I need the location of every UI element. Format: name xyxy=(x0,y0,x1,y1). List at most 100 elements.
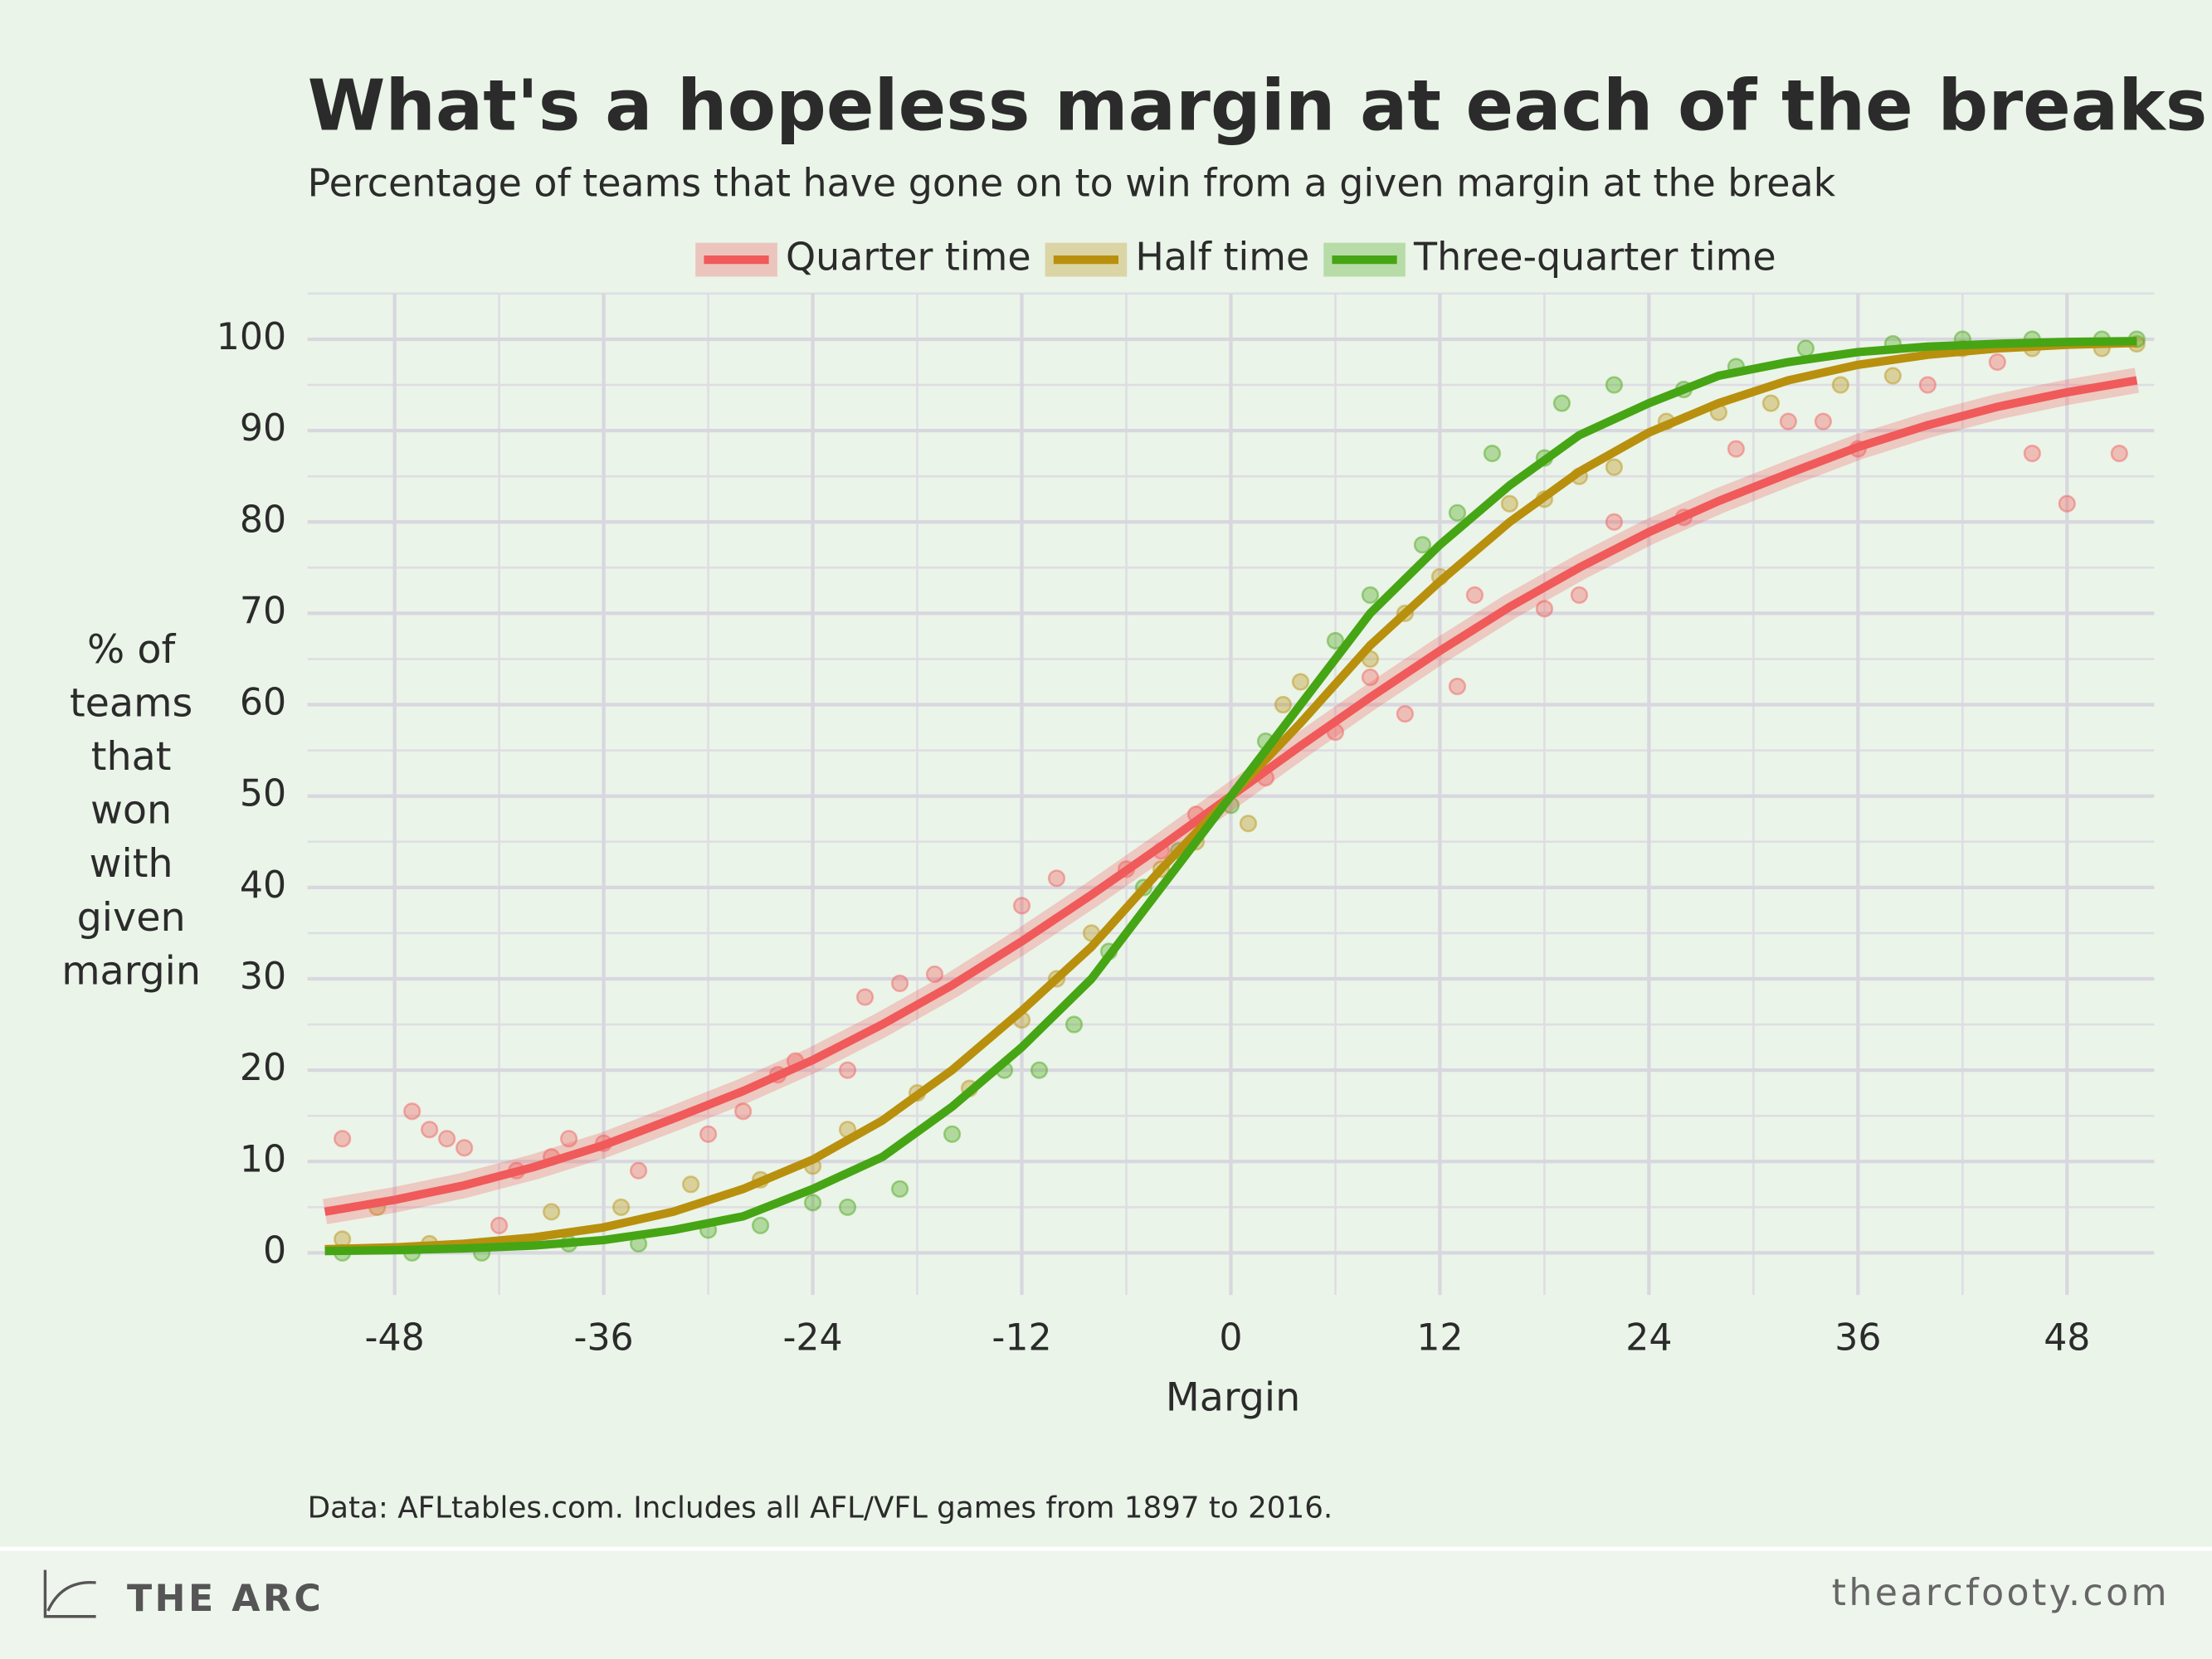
x-axis-label: Margin xyxy=(1166,1375,1301,1421)
chart-title: What's a hopeless margin at each of the … xyxy=(308,66,2212,148)
scatter-point xyxy=(1361,586,1380,605)
scatter-point xyxy=(1326,631,1345,650)
y-tick-label: 30 xyxy=(240,956,286,998)
source-note: Data: AFLtables.com. Includes all AFL/VF… xyxy=(308,1491,1333,1525)
y-axis-label: with xyxy=(90,841,173,887)
scatter-point xyxy=(629,1161,648,1180)
scatter-point xyxy=(1361,668,1380,687)
y-tick-label: 40 xyxy=(240,864,286,907)
scatter-point xyxy=(455,1139,474,1157)
y-axis-label: won xyxy=(90,788,172,834)
scatter-point xyxy=(943,1125,962,1143)
scatter-point xyxy=(1065,1015,1084,1034)
logo-curve xyxy=(46,1580,96,1612)
scatter-point xyxy=(803,1194,822,1212)
grid xyxy=(307,292,2155,1296)
y-tick-label: 100 xyxy=(217,316,286,358)
scatter-point xyxy=(733,1102,753,1121)
scatter-point xyxy=(1413,536,1432,554)
scatter-point xyxy=(681,1175,700,1194)
scatter-point xyxy=(1727,440,1745,458)
footer-band xyxy=(0,1549,2212,1659)
scatter-point xyxy=(838,1061,857,1079)
plot-area xyxy=(307,292,2155,1296)
scatter-point xyxy=(1448,504,1467,522)
scatter-point xyxy=(2110,445,2128,463)
scatter-point xyxy=(890,1180,909,1198)
scatter-point xyxy=(490,1216,509,1235)
scatter-point xyxy=(334,1130,352,1148)
scatter-point xyxy=(1605,376,1624,394)
scatter-point xyxy=(699,1125,718,1143)
line-layer xyxy=(323,337,2139,1256)
scatter-point xyxy=(1918,376,1937,394)
scatter-point xyxy=(1796,339,1815,358)
scatter-point xyxy=(751,1216,770,1235)
scatter-point xyxy=(1814,412,1832,431)
y-axis-label: teams xyxy=(70,680,192,726)
brand-logo xyxy=(43,1569,96,1618)
scatter-point xyxy=(438,1130,456,1148)
scatter-point xyxy=(2023,445,2041,463)
brand-name: THE ARC xyxy=(127,1578,324,1620)
scatter-point xyxy=(1465,586,1484,605)
y-tick-label: 60 xyxy=(240,682,286,724)
scatter-point xyxy=(1239,815,1258,833)
x-tick-label: 36 xyxy=(1834,1316,1881,1359)
y-axis-label: % of xyxy=(87,627,176,673)
legend-label: Half time xyxy=(1135,235,1309,280)
scatter-point xyxy=(1761,394,1780,412)
scatter-point xyxy=(1274,695,1293,714)
y-axis-label: that xyxy=(91,734,172,780)
scatter-point xyxy=(1988,353,2006,372)
y-tick-label: 70 xyxy=(240,590,286,632)
x-tick-label: 48 xyxy=(2044,1316,2090,1359)
scatter-point xyxy=(1535,600,1554,618)
scatter-point xyxy=(890,974,909,993)
scatter-point xyxy=(542,1203,561,1221)
scatter-point xyxy=(2058,494,2076,513)
scatter-point xyxy=(1047,869,1066,888)
chart-subtitle: Percentage of teams that have gone on to… xyxy=(308,161,1836,206)
scatter-point xyxy=(421,1121,439,1139)
y-tick-label: 80 xyxy=(240,499,286,541)
scatter-point xyxy=(1291,673,1310,691)
scatter-point xyxy=(1570,586,1589,605)
series-line xyxy=(324,337,2137,1256)
x-tick-label: 0 xyxy=(1219,1316,1242,1359)
x-tick-label: -12 xyxy=(992,1316,1051,1359)
y-tick-label: 50 xyxy=(240,773,286,815)
scatter-point xyxy=(1605,458,1624,476)
legend-label: Three-quarter time xyxy=(1413,235,1776,280)
x-tick-label: 12 xyxy=(1416,1316,1463,1359)
x-tick-label: -48 xyxy=(365,1316,425,1359)
scatter-point xyxy=(1831,376,1849,394)
y-axis-label: given xyxy=(77,895,186,941)
scatter-point xyxy=(1030,1061,1049,1079)
y-tick-label: 0 xyxy=(263,1229,286,1272)
legend: Quarter time Half time Three-quarter time xyxy=(695,235,1776,280)
x-tick-label: -36 xyxy=(574,1316,634,1359)
x-tick-label: -24 xyxy=(782,1316,842,1359)
y-tick-label: 10 xyxy=(240,1138,286,1180)
legend-label: Quarter time xyxy=(786,235,1031,280)
scatter-point xyxy=(838,1198,857,1216)
scatter-point xyxy=(855,988,875,1006)
scatter-point xyxy=(559,1130,578,1148)
scatter-point xyxy=(1448,677,1467,696)
site-url: thearcfooty.com xyxy=(1832,1572,2170,1614)
y-axis-label: margin xyxy=(61,948,201,994)
scatter-point xyxy=(1483,445,1502,463)
scatter-point xyxy=(403,1102,421,1121)
scatter-point xyxy=(1552,394,1571,412)
scatter-point xyxy=(611,1198,631,1216)
x-tick-label: 24 xyxy=(1625,1316,1672,1359)
scatter-point xyxy=(1779,412,1797,431)
scatter-point xyxy=(1605,513,1624,531)
y-tick-label: 20 xyxy=(240,1047,286,1089)
scatter-point xyxy=(1883,367,1902,385)
scatter-point xyxy=(1396,704,1415,723)
scatter-point xyxy=(1012,897,1031,915)
